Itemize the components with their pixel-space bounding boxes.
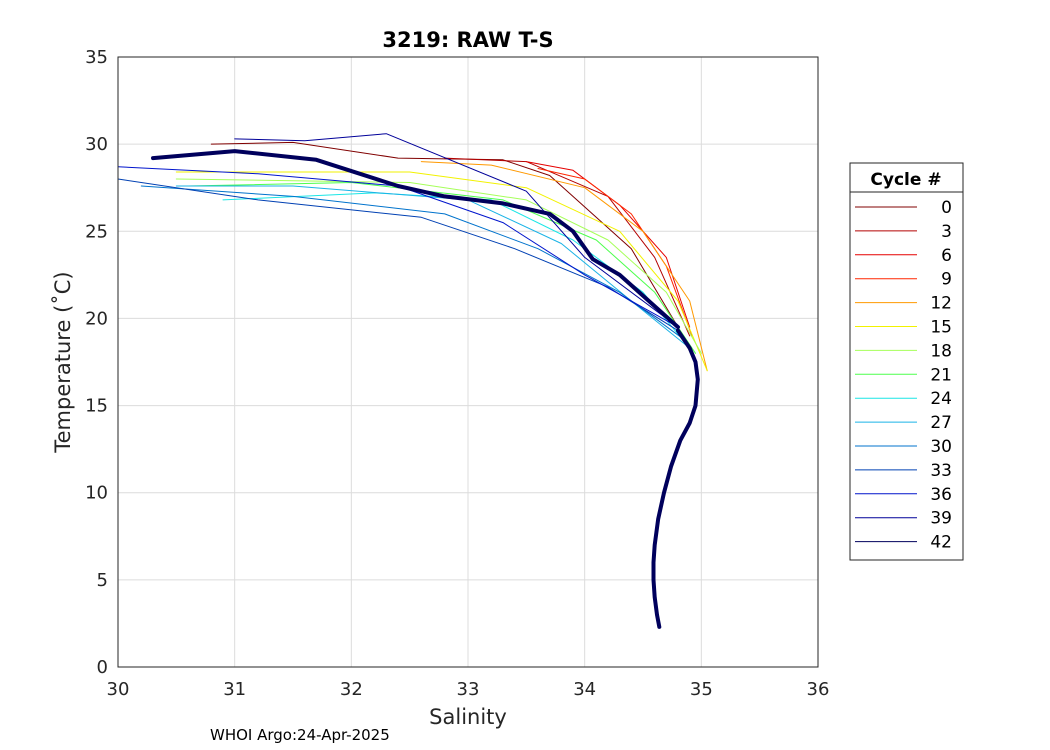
y-tick-labels: 0 5 10 15 20 25 30 35	[85, 47, 108, 678]
profile-line	[117, 166, 679, 328]
y-tick-label: 25	[85, 221, 108, 242]
profile-line	[175, 178, 702, 354]
y-tick-label: 30	[85, 134, 108, 155]
legend-label: 15	[930, 318, 952, 338]
profile-line	[175, 171, 708, 372]
y-tick-label: 10	[85, 483, 108, 504]
y-tick-label: 35	[85, 47, 108, 68]
plot-area: 30 31 32 33 34 35 36 0 5 10 15 20 25 30 35	[85, 47, 829, 700]
profile-line	[537, 168, 693, 337]
x-tick-label: 34	[573, 679, 596, 700]
legend-label: 36	[930, 485, 952, 505]
x-tick-labels: 30 31 32 33 34 35 36	[107, 679, 830, 700]
profile-line	[210, 141, 679, 328]
legend-label: 18	[930, 341, 952, 361]
x-tick-label: 33	[457, 679, 480, 700]
legend-label: 30	[930, 437, 952, 457]
legend-title: Cycle #	[870, 170, 941, 190]
legend-label: 27	[930, 413, 952, 433]
x-tick-label: 30	[107, 679, 130, 700]
legend-label: 3	[941, 222, 952, 242]
deep-profile-line	[651, 328, 700, 629]
y-tick-label: 0	[97, 657, 108, 678]
chart-title: 3219: RAW T-S	[382, 28, 553, 52]
legend-label: 33	[930, 461, 952, 481]
x-tick-label: 35	[690, 679, 713, 700]
profile-line	[234, 133, 679, 328]
legend-label: 42	[930, 533, 952, 553]
y-tick-label: 20	[85, 308, 108, 329]
legend-label: 39	[930, 509, 952, 529]
x-tick-label: 32	[340, 679, 363, 700]
x-tick-label: 31	[223, 679, 246, 700]
y-tick-label: 15	[85, 396, 108, 417]
x-tick-label: 36	[807, 679, 830, 700]
footer-credit: WHOI Argo:24-Apr-2025	[210, 726, 390, 744]
profile-line	[420, 161, 708, 372]
legend-label: 21	[930, 365, 952, 385]
legend-label: 0	[941, 198, 952, 218]
legend-label: 24	[930, 389, 952, 409]
profile-line	[187, 182, 696, 354]
y-tick-label: 5	[97, 570, 108, 591]
legend-label: 9	[941, 270, 952, 290]
profiles	[117, 133, 708, 629]
y-axis-label: Temperature (˚C)	[51, 271, 75, 453]
legend-label: 6	[941, 246, 952, 266]
profile-line	[175, 185, 691, 349]
legend-label: 12	[930, 294, 952, 314]
profile-line	[151, 149, 680, 330]
axes-box	[117, 56, 819, 668]
x-axis-label: Salinity	[429, 705, 507, 729]
